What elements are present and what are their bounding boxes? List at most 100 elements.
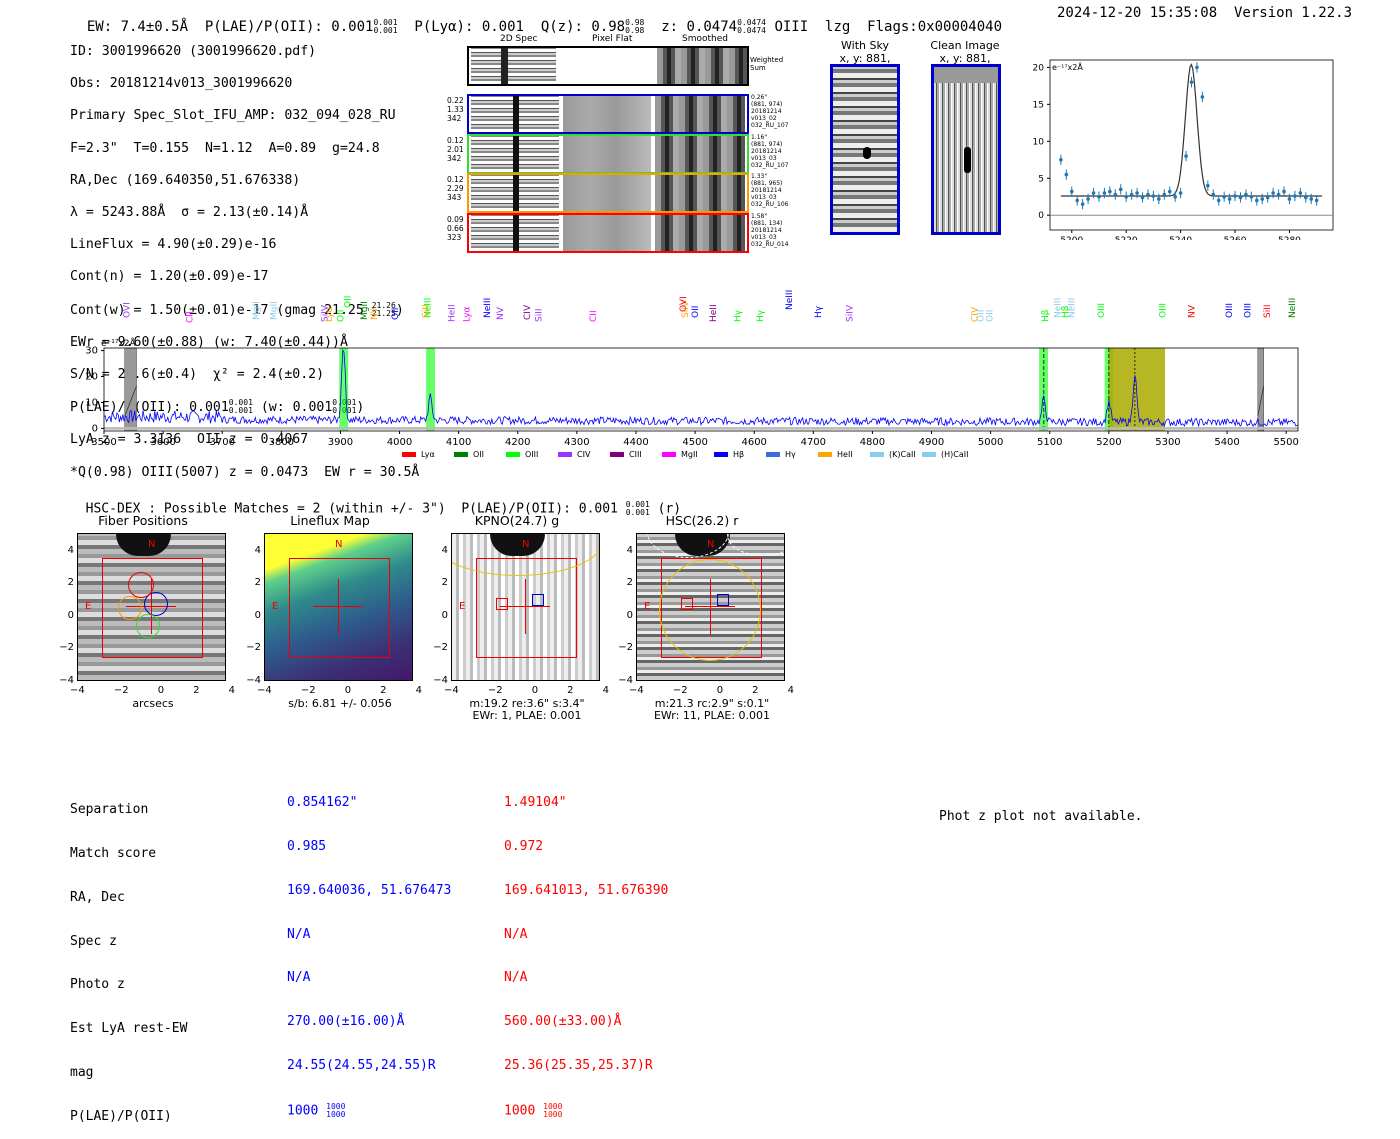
- spectrum-legend: Lyα OII OIII CIV CIII MgII Hβ Hγ HeII (K)CaII (H)C…: [402, 447, 974, 461]
- legend-label: (K)CaII: [889, 449, 916, 459]
- info-lineflux: LineFlux = 4.90(±0.29)e-16: [70, 237, 277, 253]
- zoom-data-point: [1249, 194, 1254, 199]
- line-marker-label: NV: [496, 306, 506, 320]
- stamp-row: [467, 94, 749, 134]
- legend-label: CIV: [577, 449, 591, 459]
- cutout-xticks: −4 −2 0 2 4: [444, 685, 609, 696]
- line-marker-label: CIV: [971, 306, 981, 322]
- zoom-data-point: [1173, 194, 1177, 199]
- cutout-image: N E: [77, 533, 226, 681]
- zoom-data-point: [1244, 192, 1248, 197]
- line-marker-label: MgII: [360, 301, 370, 320]
- zoom-data-point: [1260, 197, 1265, 201]
- hsc-dex-line: HSC-DEX : Possible Matches = 2 (within +…: [85, 500, 682, 517]
- zoom-unit-label: e⁻¹⁷x2Å: [1052, 61, 1083, 72]
- line-marker-label: NV: [1188, 304, 1198, 318]
- cutout-xticks: −4 −2 0 2 4: [70, 685, 235, 696]
- zoom-ytick-label: 10: [1033, 137, 1045, 147]
- cutout-title: HSC(26.2) r: [665, 513, 739, 528]
- z-text: z: 0.0474: [661, 19, 738, 35]
- zoom-line-plot: 0 5 10 15 20 5200 5220 5240 5260 5280 e⁻¹⁷x2Å: [1033, 59, 1334, 240]
- spectrum-xtick-label: 5000: [978, 437, 1003, 445]
- spectrum-xtick-label: 5100: [1037, 437, 1062, 445]
- cutout-caption-2: EWr: 11, PLAE: 0.001: [653, 709, 771, 722]
- line-marker-label: NV: [370, 306, 380, 320]
- legend-label: MgII: [681, 449, 698, 459]
- stamp-right-info: 1.33" (881, 965) 20181214 v013_03 032_RU_106: [751, 173, 789, 208]
- line-marker-label: HeII: [709, 304, 719, 322]
- zoom-data-point: [1309, 197, 1314, 201]
- zoom-data-point: [1282, 189, 1286, 194]
- line-marker-label: OII: [391, 308, 401, 320]
- zoom-data-point: [1189, 80, 1194, 84]
- cutout-yticks: 4 2 0 −2 −4: [618, 545, 633, 686]
- spectrum-xtick-label: 4000: [387, 437, 412, 445]
- col-title-pixelflat: Pixel Flat: [592, 34, 633, 44]
- info-contw: Cont(w) = 1.50(±0.01)e-17 (gmag 21.25 21…: [70, 300, 404, 318]
- zoom-ytick-label: 5: [1038, 174, 1044, 184]
- cutout-image: N E: [264, 533, 413, 681]
- info-id: ID: 3001996620 (3001996620.pdf): [70, 44, 317, 60]
- cutout-xticks: −4 −2 0 2 4: [629, 685, 794, 696]
- line-marker-label: OII: [977, 310, 987, 322]
- spectrum-unit-label: e⁻¹⁷x2Å: [101, 337, 137, 349]
- zoom-data-point: [1129, 192, 1134, 197]
- legend-item: OII: [454, 447, 506, 461]
- spectrum-xtick-label: 4200: [505, 437, 530, 445]
- zoom-ytick-label: 0: [1038, 211, 1044, 221]
- zoom-xtick-label: 5200: [1060, 236, 1083, 240]
- cutout-caption-1: m:19.2 re:3.6" s:3.4": [469, 697, 585, 710]
- spectrum-xtick-label: 4300: [564, 437, 589, 445]
- legend-item: CIII: [610, 447, 662, 461]
- zoom-data-point: [1195, 65, 1199, 70]
- flags-text: OIII lzg Flags:0x00004040: [774, 19, 1003, 35]
- label-photo-z: Photo z: [70, 977, 125, 993]
- legend-label: CIII: [629, 449, 642, 459]
- legend-swatch: [922, 451, 936, 457]
- line-marker-label: OIII: [1097, 303, 1107, 318]
- match-blue-column: 0.854162" 0.985 169.640036, 51.676473 N/…: [287, 795, 452, 1119]
- spectrum-xtick-label: 4400: [623, 437, 648, 445]
- spectrum-zero-band: [104, 427, 1298, 430]
- line-marker-label: Hγ: [756, 309, 766, 322]
- spectrum-highlight-band: [1039, 348, 1048, 431]
- spectrum-xtick-label: 4800: [860, 437, 885, 445]
- cutout-image: N E: [451, 533, 600, 681]
- line-marker-label: OIII: [1244, 303, 1254, 318]
- full-spectrum-plot: 0 10 20 30 3500 3600 3700 3800 3900 4000 4100 4200 4…: [85, 290, 1299, 445]
- stamp-left-values: 0.22 1.33 342: [447, 96, 464, 123]
- spectrum-ytick-label: 20: [85, 372, 98, 383]
- clean-image: [931, 64, 1001, 235]
- legend-label: Hβ: [733, 449, 745, 459]
- line-marker-label: NeIII: [785, 290, 795, 310]
- zoom-data-point: [1293, 194, 1297, 198]
- cutout-caption-2: EWr: 1, PLAE: 0.001: [472, 709, 582, 722]
- spectrum-axes-frame: [103, 347, 1299, 432]
- line-marker-label: NeIII: [1068, 298, 1078, 318]
- cutout-caption-1: m:21.3 rc:2.9" s:0.1": [654, 697, 770, 710]
- match-labels: Separation Match score RA, Dec Spec z Ph…: [70, 774, 187, 1139]
- line-marker-label: SiIV: [320, 304, 330, 322]
- zoom-data-point: [1238, 195, 1243, 200]
- zoom-data-point: [1124, 194, 1128, 199]
- info-block: ID: 3001996620 (3001996620.pdf) Obs: 201…: [70, 28, 419, 497]
- spectrum-ytick-label: 0: [92, 423, 98, 434]
- info-radec: RA,Dec (169.640350,51.676338): [70, 172, 301, 188]
- stamp-left-values: 0.09 0.66 323: [447, 214, 464, 242]
- spectrum-xtick-label: 3700: [209, 437, 234, 445]
- q-frac: 0.98 0.98: [625, 18, 645, 35]
- spectrum-ytick-label: 30: [85, 346, 98, 357]
- zoom-data-point: [1276, 192, 1281, 197]
- zoom-data-point: [1146, 192, 1150, 197]
- stamp-right-info: 1.16" (881, 974) 20181214 v013_03 032_RU_107: [751, 133, 789, 169]
- zoom-data-point: [1102, 191, 1107, 195]
- spectrum-xtick-label: 4100: [446, 437, 471, 445]
- zoom-data-point: [1216, 198, 1221, 203]
- zoom-axes-frame: [1049, 59, 1334, 231]
- info-sn: S/N = 27.6(±0.4) χ² = 2.4(±0.2): [70, 366, 325, 382]
- cutout-title: KPNO(24.7) g: [474, 513, 560, 528]
- zoom-data-point: [1151, 194, 1156, 198]
- spectrum-mask-hatch: [124, 385, 137, 417]
- line-marker-label: NeIII: [1053, 298, 1063, 318]
- legend-item: Hγ: [766, 447, 818, 461]
